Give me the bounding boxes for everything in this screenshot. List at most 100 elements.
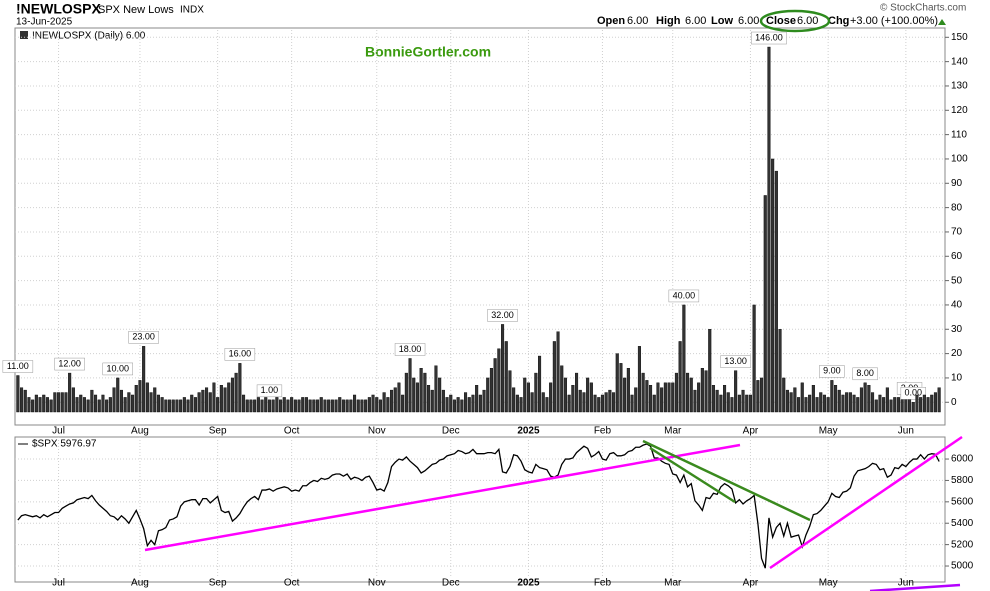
bar: [253, 399, 257, 413]
bar: [748, 394, 752, 413]
bar: [756, 380, 760, 413]
bar: [649, 385, 653, 413]
bar: [427, 385, 431, 413]
bar: [678, 341, 682, 413]
bar: [582, 392, 586, 413]
label-box: [819, 365, 845, 378]
bar: [42, 394, 46, 413]
bar: [57, 392, 61, 413]
bar: [478, 394, 482, 413]
bar: [193, 397, 197, 413]
bar: [190, 394, 194, 413]
bar: [467, 397, 471, 413]
y-tick-label: 0: [951, 397, 957, 408]
bar: [878, 394, 882, 413]
trend-lines: [144, 435, 963, 591]
bar: [168, 399, 172, 413]
bar: [353, 394, 357, 413]
y-tick-label: 5800: [951, 475, 974, 486]
bar: [519, 397, 523, 413]
y-tick-label: 5600: [951, 496, 974, 507]
bar: [415, 382, 419, 413]
label-box: [224, 348, 256, 361]
bar: [212, 382, 216, 413]
bar: [360, 399, 364, 413]
quote-value: 6.00: [685, 15, 706, 27]
quote-value: +3.00 (+100.00%): [850, 15, 938, 27]
bar: [349, 399, 353, 413]
bar: [600, 394, 604, 413]
bar: [552, 341, 556, 413]
bar: [367, 397, 371, 413]
bar: [49, 399, 53, 413]
bar: [312, 399, 316, 413]
quote: Open 6.00 High 6.00 Low 6.00 Close 6.00 Chg +3.00…: [597, 15, 938, 27]
quote-label: Chg: [828, 15, 849, 27]
bar: [637, 346, 641, 413]
bar: [304, 397, 308, 413]
bar: [149, 392, 153, 413]
label-box: [852, 367, 878, 381]
y-tick-label: 5000: [951, 561, 974, 572]
bar: [612, 392, 616, 413]
bar: [338, 397, 342, 413]
bar: [789, 392, 793, 413]
bar: [745, 394, 749, 413]
bar: [778, 329, 782, 413]
bar: [327, 399, 331, 413]
bar: [482, 389, 486, 413]
bar: [375, 397, 379, 413]
trend-line: [769, 435, 963, 570]
value-label: 32.00: [491, 310, 514, 320]
bar: [397, 382, 401, 413]
x-tick-label: Mar: [664, 426, 682, 437]
bar: [800, 382, 804, 413]
bar: [301, 397, 305, 413]
bar: [730, 397, 734, 413]
bar: [615, 353, 619, 413]
y-tick-label: 20: [951, 348, 963, 359]
bar: [782, 377, 786, 413]
bar: [16, 375, 20, 413]
trend-line: [869, 583, 961, 591]
bar: [234, 372, 238, 413]
bar: [201, 389, 205, 413]
bar: [785, 389, 789, 413]
bar: [31, 399, 35, 413]
x-tick-label: Feb: [594, 426, 612, 437]
label-box: [102, 362, 133, 376]
bar: [334, 399, 338, 413]
bar: [737, 394, 741, 413]
legend-label: !NEWLOSPX (Daily) 6.00: [32, 31, 146, 42]
bar: [608, 389, 612, 413]
bar: [623, 377, 627, 413]
y-tick-label: 5200: [951, 539, 974, 550]
bar: [45, 397, 49, 413]
bar: [652, 394, 656, 413]
bar: [452, 399, 456, 413]
bar: [475, 385, 479, 413]
bar: [175, 399, 179, 413]
trend-line: [649, 446, 736, 504]
bar: [715, 389, 719, 413]
x-tick-label: Jul: [52, 578, 65, 589]
marks: 0 10 20 30 40 50 60 70 80 90 100 110 120 130 140 150 Jul…: [2, 30, 974, 589]
bar: [267, 399, 271, 413]
bar: [830, 380, 834, 413]
bar: [127, 392, 131, 413]
bar: [404, 372, 408, 413]
bar: [464, 392, 468, 413]
value-label: 40.00: [673, 290, 696, 300]
bar: [512, 387, 516, 413]
bar: [112, 387, 116, 413]
bar: [441, 389, 445, 413]
bar: [341, 399, 345, 413]
bar: [430, 389, 434, 413]
bar: [571, 385, 575, 413]
quote-label: Open: [597, 15, 625, 27]
bar: [245, 399, 249, 413]
bar: [845, 392, 849, 413]
bar: [20, 387, 24, 413]
bar: [323, 399, 327, 413]
bar: [371, 394, 375, 413]
